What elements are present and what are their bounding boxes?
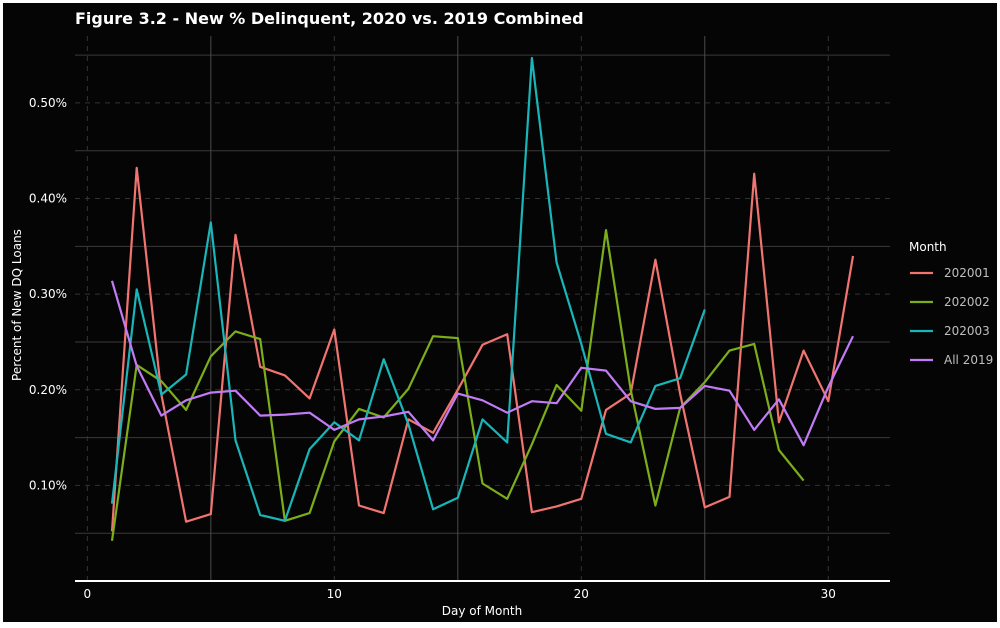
y-tick-label: 0.50%: [29, 96, 67, 110]
y-axis-title: Percent of New DQ Loans: [10, 229, 24, 381]
series-line-202001: [110, 166, 855, 532]
legend-label: 202001: [944, 266, 990, 280]
series-layer: [110, 56, 855, 541]
x-tick-label: 30: [821, 587, 836, 601]
series-line-all-2019: [110, 280, 854, 447]
x-tick-label: 10: [327, 587, 342, 601]
x-tick-label: 20: [574, 587, 589, 601]
series-line-202003: [110, 56, 706, 522]
legend-title: Month: [909, 240, 947, 254]
chart-svg: Figure 3.2 - New % Delinquent, 2020 vs. …: [10, 9, 993, 618]
legend-label: 202002: [944, 295, 990, 309]
legend-label: All 2019: [944, 353, 993, 367]
y-tick-label: 0.40%: [29, 192, 67, 206]
y-tick-label: 0.30%: [29, 287, 67, 301]
y-tick-label: 0.20%: [29, 383, 67, 397]
legend: Month 202001 202002 202003 All 2019: [909, 240, 993, 367]
y-tick-label: 0.10%: [29, 478, 67, 492]
x-tick-label: 0: [84, 587, 92, 601]
axis-layer: 0 10 20 30 0.10% 0.20% 0.30% 0.40% 0.50%: [29, 96, 890, 601]
legend-label: 202003: [944, 324, 990, 338]
grid-layer: [75, 36, 890, 581]
chart-title: Figure 3.2 - New % Delinquent, 2020 vs. …: [75, 9, 584, 28]
x-axis-title: Day of Month: [442, 604, 523, 618]
